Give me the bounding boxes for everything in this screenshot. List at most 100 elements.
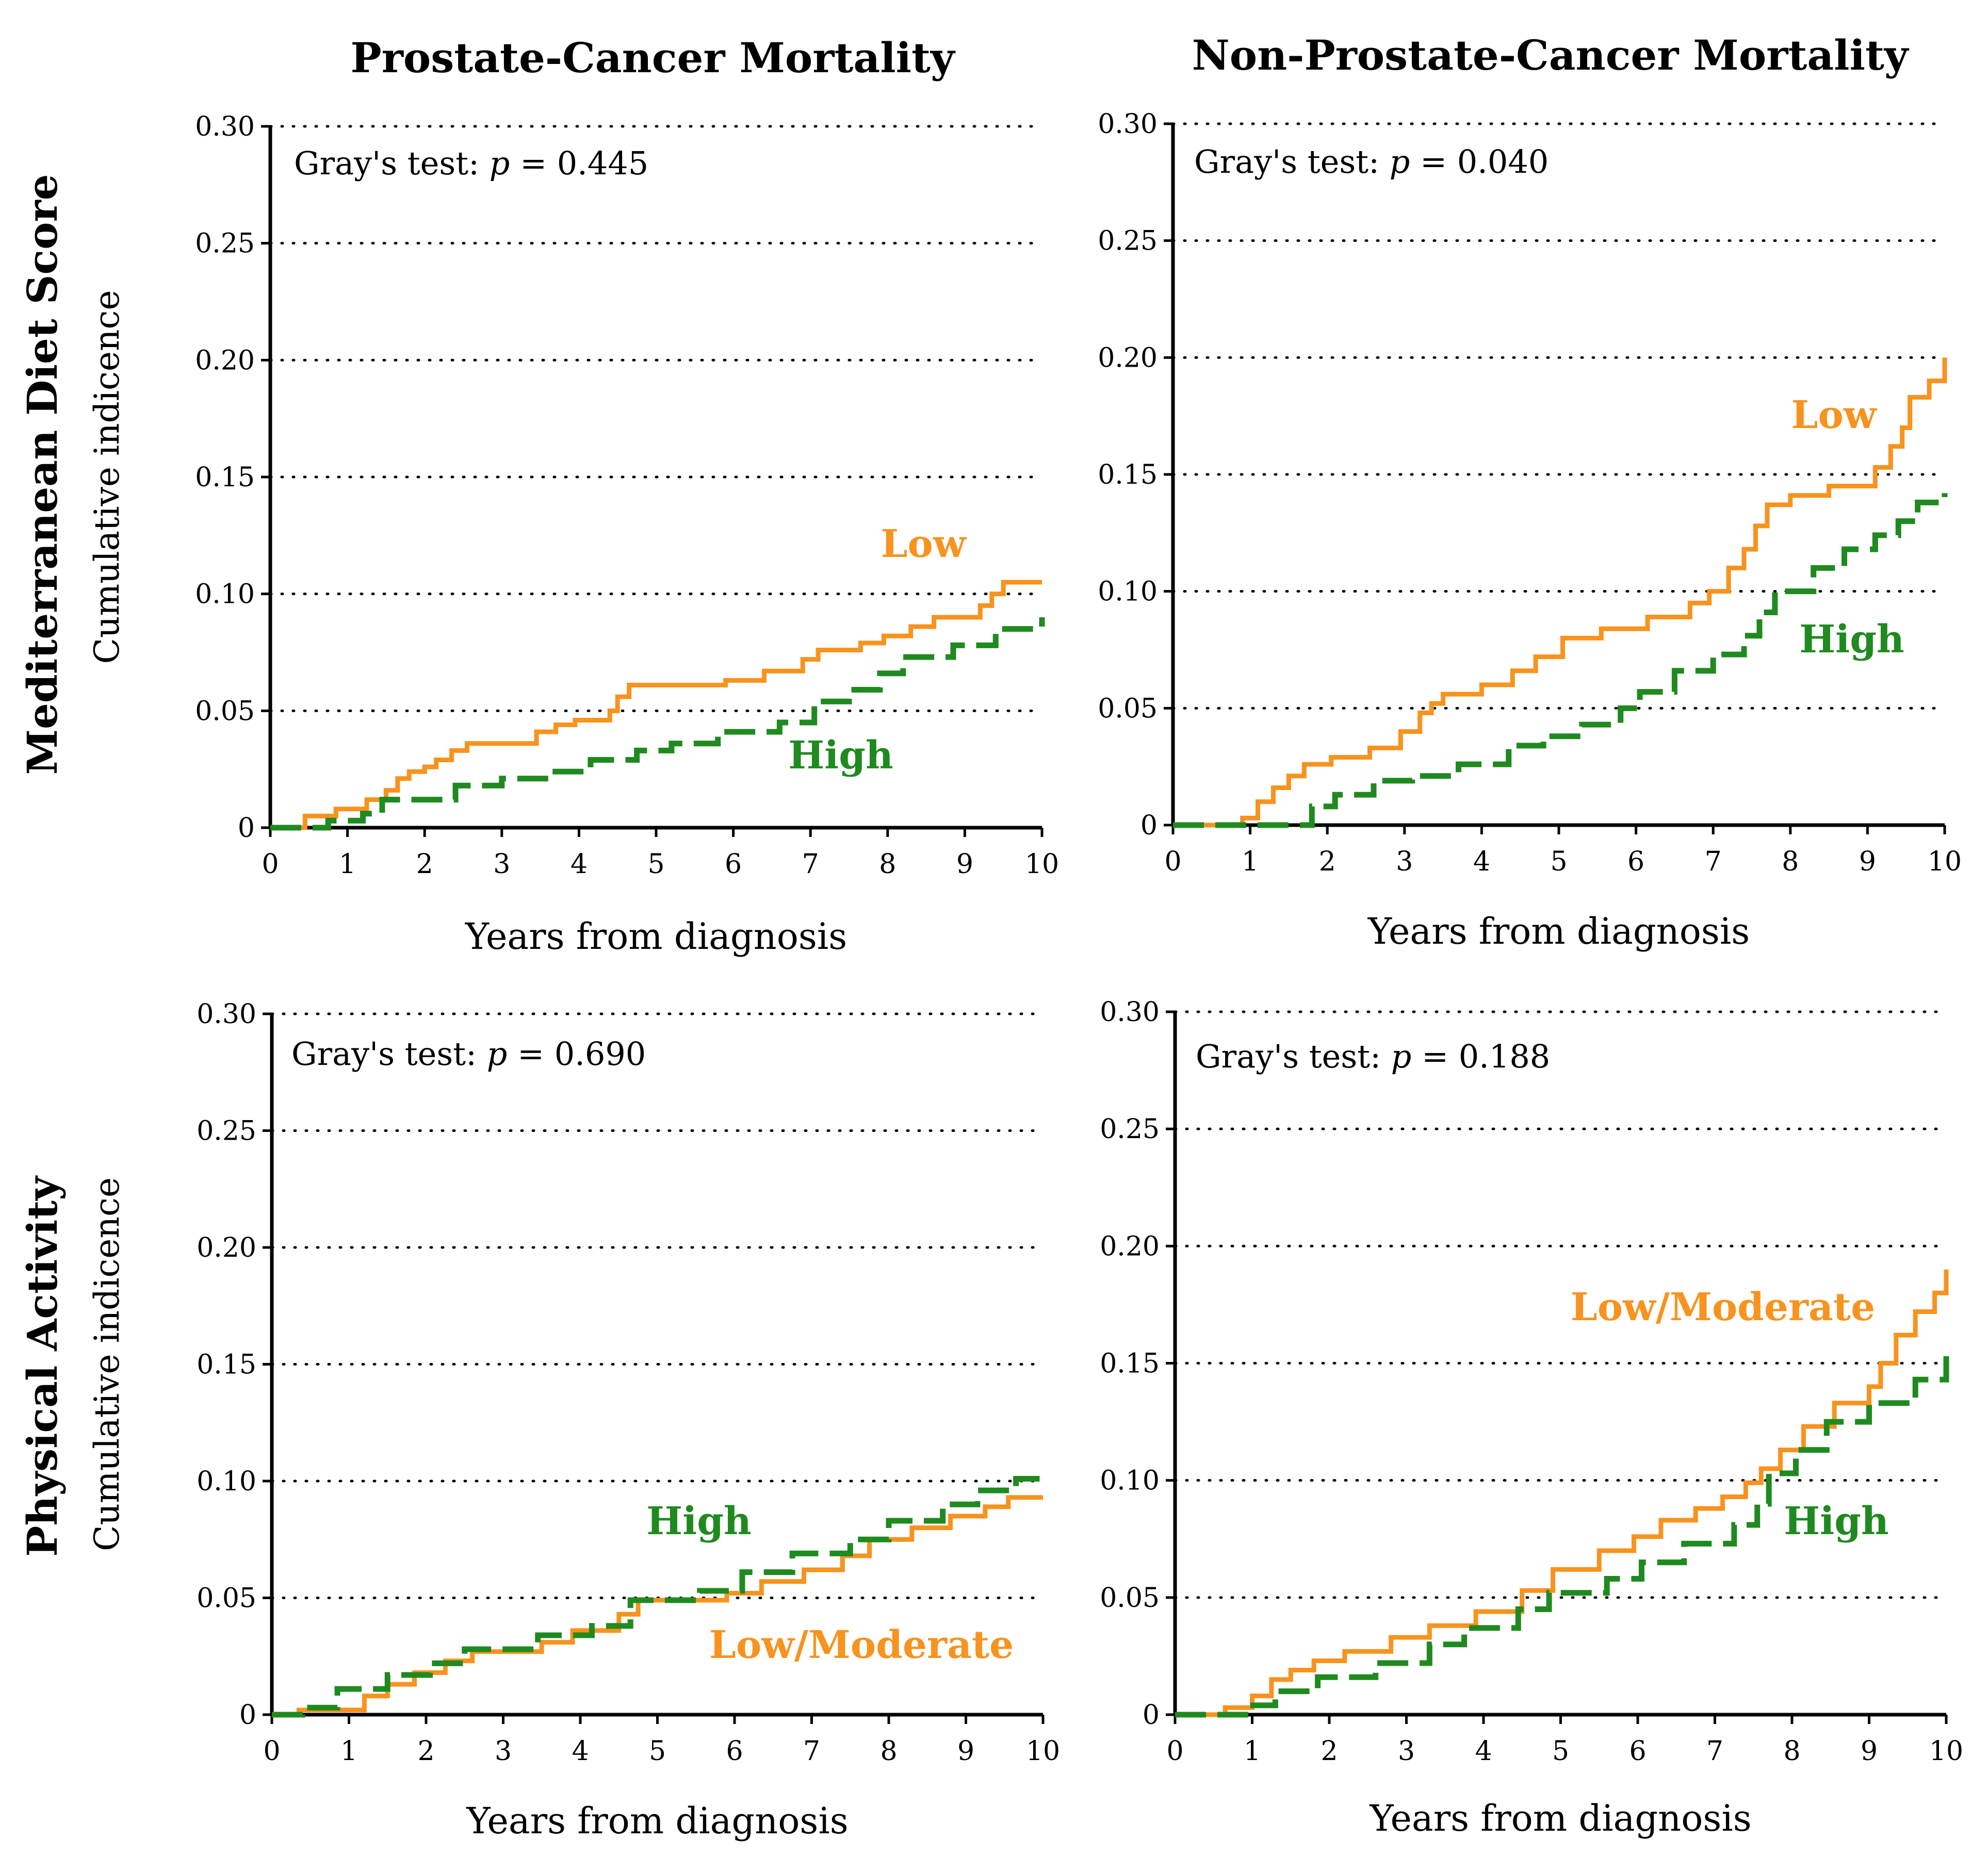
y-tick-label: 0.25 — [197, 1116, 256, 1147]
y-tick-label: 0.10 — [1098, 577, 1158, 607]
series-line-low-moderate — [272, 1495, 1043, 1717]
series-label-high: High — [1784, 1499, 1889, 1543]
x-tick-label: 4 — [1475, 1736, 1492, 1767]
y-tick-label: 0.05 — [1100, 1583, 1160, 1614]
grays-test-annotation: Gray's test: p = 0.040 — [1194, 143, 1549, 180]
panel-activity-prostate: 0 0.05 0.10 0.15 0.20 0.25 0.30 0 1 2 3 4 5 6 7 8 9 10 Yea… — [87, 999, 1060, 1842]
y-tick-label: 0 — [1143, 1700, 1160, 1731]
series-line-low-moderate — [1175, 1269, 1949, 1717]
x-tick-label: 5 — [1550, 846, 1567, 877]
x-tick-label: 9 — [1859, 846, 1876, 877]
x-tick-label: 6 — [726, 1736, 743, 1767]
x-tick-label: 8 — [879, 849, 896, 880]
x-tick-label: 4 — [1473, 846, 1490, 877]
x-tick-label: 3 — [1396, 846, 1413, 877]
x-tick-label: 7 — [803, 1736, 820, 1767]
series-line-high — [1173, 493, 1948, 828]
x-tick-label: 6 — [725, 849, 742, 880]
x-axis-label: Years from diagnosis — [1367, 910, 1750, 952]
series-label-low: Low — [1791, 393, 1877, 437]
x-tick-label: 8 — [1783, 1736, 1800, 1767]
x-tick-label: 7 — [1706, 1736, 1723, 1767]
y-tick-label: 0.05 — [195, 696, 255, 727]
series-label-high: High — [646, 1499, 752, 1543]
x-tick-label: 10 — [1928, 846, 1962, 877]
y-tick-label: 0.30 — [1100, 997, 1160, 1028]
grays-test-annotation: Gray's test: p = 0.690 — [291, 1035, 646, 1073]
x-tick-label: 6 — [1629, 1736, 1646, 1767]
column-title-prostate: Prostate-Cancer Mortality — [351, 34, 956, 82]
y-tick-label: 0.25 — [1100, 1114, 1160, 1145]
x-tick-label: 2 — [416, 849, 433, 880]
x-tick-label: 5 — [1552, 1736, 1569, 1767]
x-axis-label: Years from diagnosis — [1369, 1797, 1751, 1839]
series-label-low: Low/Moderate — [1571, 1285, 1875, 1329]
x-tick-label: 9 — [957, 1736, 974, 1767]
x-tick-label: 1 — [1242, 846, 1259, 877]
x-tick-label: 10 — [1026, 1736, 1060, 1767]
x-tick-label: 0 — [262, 849, 279, 880]
x-tick-label: 4 — [571, 849, 588, 880]
y-tick-label: 0.05 — [197, 1583, 256, 1614]
y-tick-label: 0.15 — [1098, 459, 1158, 490]
y-tick-label: 0.20 — [197, 1232, 256, 1263]
y-tick-label: 0 — [238, 813, 255, 844]
series-line-low — [270, 580, 1042, 830]
y-tick-label: 0.20 — [1100, 1231, 1160, 1262]
x-axis-label: Years from diagnosis — [465, 915, 847, 958]
x-tick-label: 8 — [1782, 846, 1799, 877]
series-label-low: Low — [881, 522, 967, 566]
series-label-low: Low/Moderate — [709, 1623, 1014, 1667]
x-tick-label: 1 — [1244, 1736, 1261, 1767]
x-tick-label: 2 — [1321, 1736, 1338, 1767]
x-tick-label: 10 — [1025, 849, 1059, 880]
y-tick-label: 0.25 — [195, 228, 255, 259]
x-tick-label: 1 — [340, 1736, 357, 1767]
y-tick-label: 0 — [1140, 810, 1158, 841]
x-tick-label: 5 — [649, 1736, 666, 1767]
x-tick-label: 9 — [956, 849, 973, 880]
y-tick-label: 0.10 — [197, 1466, 256, 1497]
column-title-non-prostate: Non-Prostate-Cancer Mortality — [1192, 31, 1910, 79]
x-tick-label: 3 — [1398, 1736, 1415, 1767]
y-tick-label: 0.30 — [1098, 109, 1158, 140]
panel-activity-non-prostate: 0 0.05 0.10 0.15 0.20 0.25 0.30 0 1 2 3 4 5 6 7 8 9 10 Yea… — [1100, 997, 1963, 1839]
x-tick-label: 4 — [572, 1736, 589, 1767]
x-tick-label: 0 — [1166, 1736, 1183, 1767]
y-tick-label: 0.20 — [1098, 342, 1158, 373]
grays-test-annotation: Gray's test: p = 0.445 — [294, 144, 648, 182]
y-axis-label: Cumulative indicence — [87, 1177, 127, 1551]
x-tick-label: 5 — [647, 849, 664, 880]
x-tick-label: 2 — [1319, 846, 1336, 877]
y-tick-label: 0.20 — [195, 345, 255, 376]
y-tick-label: 0 — [239, 1700, 256, 1731]
y-tick-label: 0.15 — [1100, 1349, 1160, 1379]
y-tick-label: 0.25 — [1098, 226, 1158, 257]
y-tick-label: 0.15 — [197, 1350, 256, 1381]
x-tick-label: 7 — [802, 849, 819, 880]
y-tick-label: 0.30 — [195, 111, 255, 142]
x-tick-label: 0 — [1164, 846, 1181, 877]
x-tick-label: 10 — [1929, 1736, 1963, 1767]
x-tick-label: 2 — [417, 1736, 434, 1767]
y-axis-label: Cumulative indicence — [87, 290, 127, 664]
panel-diet-prostate: 0 0.05 0.10 0.15 0.20 0.25 0.30 0 1 2 3 4 5 6 7 8 9 10 Yea… — [87, 111, 1059, 958]
panel-diet-non-prostate: 0 0.05 0.10 0.15 0.20 0.25 0.30 0 1 2 3 4 5 6 7 8 9 10 Yea… — [1098, 109, 1962, 952]
row-title-activity: Physical Activity — [18, 1175, 67, 1557]
x-tick-label: 6 — [1627, 846, 1644, 877]
x-tick-label: 9 — [1861, 1736, 1878, 1767]
y-tick-label: 0.15 — [195, 462, 255, 493]
series-line-high — [270, 617, 1045, 831]
y-tick-label: 0.05 — [1098, 693, 1158, 724]
series-line-high — [1175, 1356, 1949, 1718]
x-tick-label: 0 — [263, 1736, 280, 1767]
x-tick-label: 8 — [880, 1736, 897, 1767]
series-line-low — [1173, 357, 1947, 828]
x-tick-label: 7 — [1705, 846, 1722, 877]
y-tick-label: 0.10 — [195, 579, 255, 610]
grays-test-annotation: Gray's test: p = 0.188 — [1196, 1038, 1550, 1075]
y-tick-label: 0.30 — [197, 999, 256, 1030]
series-line-high — [272, 1474, 1046, 1718]
series-label-high: High — [788, 733, 893, 778]
